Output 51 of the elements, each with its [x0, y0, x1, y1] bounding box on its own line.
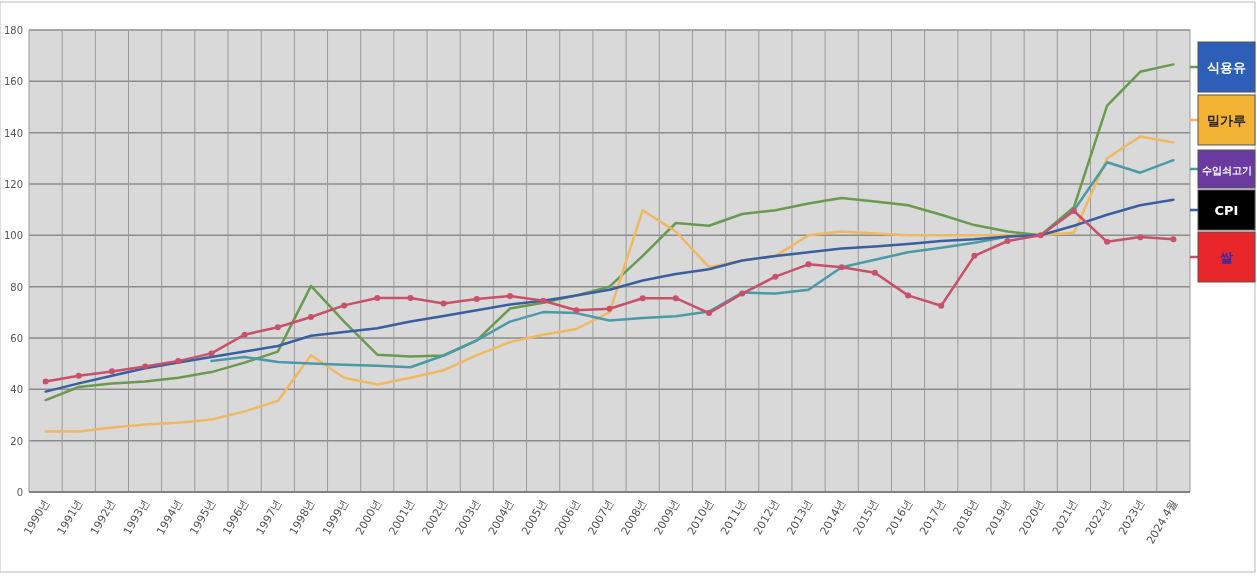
y-tick-label: 40	[10, 384, 23, 396]
point	[407, 294, 414, 301]
point	[274, 324, 281, 331]
point	[1004, 237, 1011, 244]
point	[639, 295, 646, 302]
point	[341, 302, 348, 309]
point	[905, 292, 912, 299]
point	[772, 273, 779, 280]
point	[672, 295, 679, 302]
point	[1170, 236, 1177, 243]
point	[938, 302, 945, 309]
point	[971, 252, 978, 259]
legend-label: 밀가루	[1207, 113, 1246, 128]
y-tick-label: 180	[3, 25, 23, 36]
legend-label: 쌀	[1219, 250, 1233, 265]
y-tick-label: 140	[3, 127, 23, 139]
point	[142, 363, 149, 370]
y-tick-label: 80	[10, 281, 23, 293]
point	[175, 358, 182, 365]
y-tick-label: 120	[3, 179, 23, 190]
point	[506, 292, 513, 299]
point	[540, 297, 547, 304]
legend-label: 수입쇠고기	[1201, 165, 1252, 176]
y-tick-label: 60	[10, 333, 23, 344]
point	[1104, 238, 1111, 245]
legend-label: 식용유	[1207, 60, 1246, 75]
y-tick-label: 20	[10, 435, 23, 447]
point	[606, 305, 613, 312]
point	[208, 350, 215, 357]
y-tick-label: 160	[3, 76, 23, 88]
point	[838, 264, 845, 271]
point	[241, 331, 248, 338]
point	[1037, 232, 1044, 239]
point	[473, 295, 480, 302]
point	[374, 294, 381, 301]
legend-label: CPI	[1214, 203, 1239, 218]
point	[307, 313, 314, 320]
point	[1137, 234, 1144, 241]
point	[42, 378, 49, 385]
point	[108, 368, 115, 375]
point	[573, 307, 580, 314]
y-tick-label: 100	[3, 230, 23, 242]
line-series	[44, 135, 1175, 433]
point	[739, 290, 746, 297]
point	[1070, 207, 1077, 214]
point	[706, 310, 713, 317]
point	[440, 300, 447, 307]
point	[75, 372, 82, 379]
point	[871, 269, 878, 276]
point	[805, 261, 812, 268]
y-tick-label: 0	[16, 487, 23, 498]
